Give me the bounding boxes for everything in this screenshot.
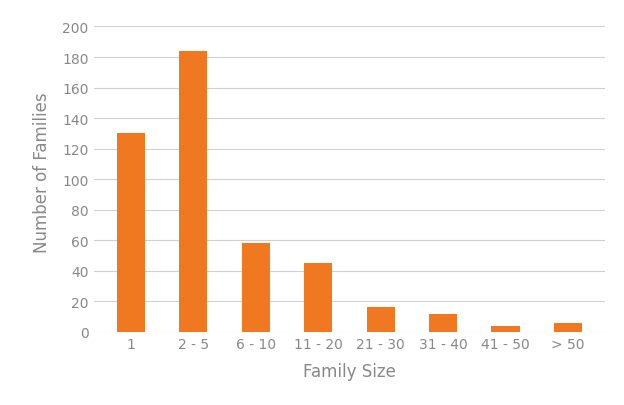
Bar (179, 52, 207, 332)
Bar (241, 244, 270, 332)
X-axis label: Family Size: Family Size (303, 362, 396, 380)
Bar (554, 323, 582, 332)
Bar (492, 326, 520, 332)
Y-axis label: Number of Families: Number of Families (33, 92, 51, 252)
Bar (367, 308, 395, 332)
Bar (117, 134, 145, 332)
Bar (304, 264, 332, 332)
Bar (429, 314, 457, 332)
